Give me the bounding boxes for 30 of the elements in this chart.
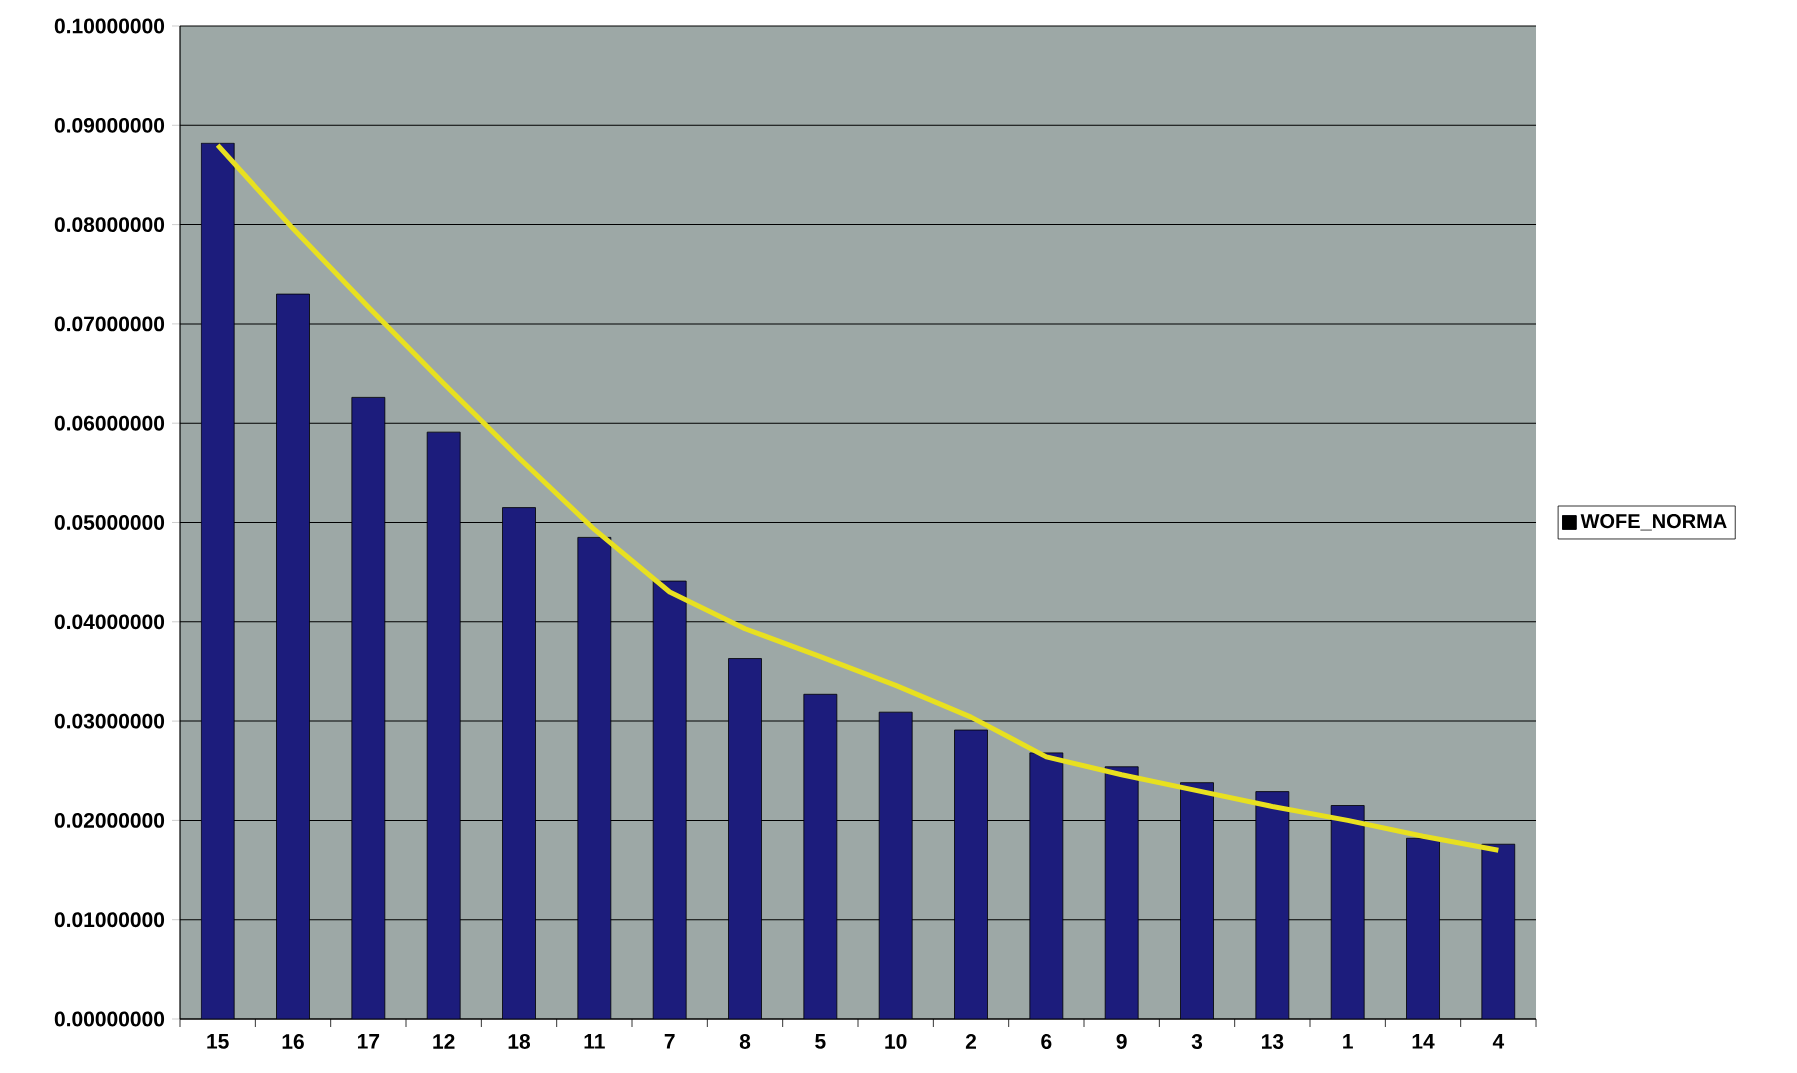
y-tick-label: 0.10000000 bbox=[54, 18, 165, 34]
x-tick-label: 5 bbox=[815, 1034, 826, 1049]
x-tick-label: 1 bbox=[1343, 1034, 1353, 1049]
y-tick-label: 0.05000000 bbox=[54, 515, 165, 530]
y-tick-label: 0.07000000 bbox=[54, 316, 165, 332]
y-tick-label: 0.04000000 bbox=[54, 614, 165, 630]
y-tick-label: 0.09000000 bbox=[54, 117, 165, 133]
y-tick-label: 0.01000000 bbox=[54, 912, 165, 928]
y-tick-label: 0.06000000 bbox=[54, 415, 165, 431]
x-tick-label: 8 bbox=[739, 1034, 751, 1049]
y-tick-label: 0.03000000 bbox=[54, 713, 165, 729]
x-tick-label: 18 bbox=[508, 1034, 531, 1049]
legend-label: WOFE_NORMA bbox=[1580, 514, 1727, 531]
x-tick-label: 13 bbox=[1261, 1034, 1284, 1049]
y-tick-label: 0.02000000 bbox=[54, 812, 165, 828]
x-tick-label: 12 bbox=[433, 1034, 455, 1049]
y-tick-label: 0.00000000 bbox=[54, 1011, 165, 1027]
x-tick-label: 15 bbox=[207, 1034, 229, 1049]
x-tick-label: 16 bbox=[282, 1034, 304, 1049]
x-tick-label: 9 bbox=[1116, 1034, 1127, 1049]
x-tick-label: 14 bbox=[1412, 1034, 1435, 1049]
x-tick-label: 2 bbox=[965, 1034, 976, 1049]
x-tick-label: 6 bbox=[1041, 1034, 1052, 1049]
x-tick-label: 17 bbox=[357, 1034, 380, 1049]
x-tick-label: 10 bbox=[885, 1034, 907, 1049]
x-tick-label: 3 bbox=[1191, 1034, 1203, 1049]
y-tick-label: 0.08000000 bbox=[54, 217, 165, 233]
x-tick-label: 11 bbox=[584, 1034, 605, 1049]
x-tick-label: 7 bbox=[664, 1034, 675, 1049]
x-tick-label: 4 bbox=[1492, 1034, 1505, 1049]
